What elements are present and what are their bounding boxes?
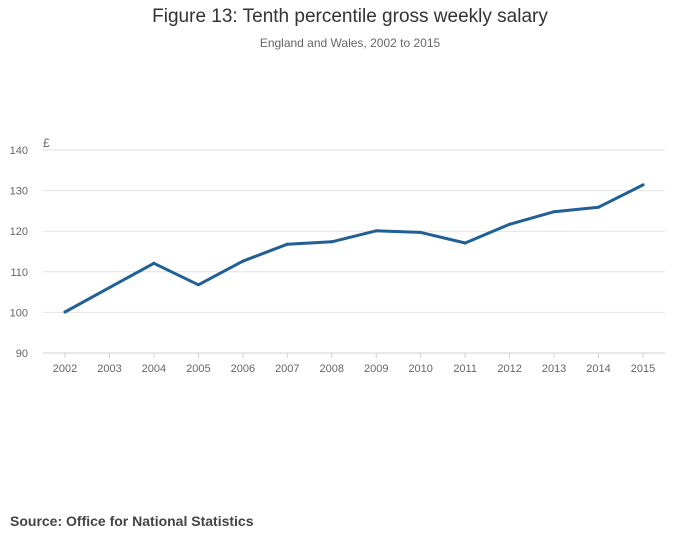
data-point — [152, 261, 156, 265]
data-point — [330, 240, 334, 244]
x-tick-label: 2007 — [275, 363, 299, 375]
data-point — [508, 222, 512, 226]
x-tick-label: 2014 — [586, 363, 610, 375]
chart-subtitle: England and Wales, 2002 to 2015 — [259, 36, 441, 50]
data-point — [552, 210, 556, 214]
x-tick-label: 2012 — [497, 363, 521, 375]
data-point — [419, 230, 423, 234]
data-point — [285, 242, 289, 246]
x-tick-label: 2015 — [631, 363, 655, 375]
y-tick-label: 110 — [10, 267, 28, 279]
data-point — [63, 310, 67, 314]
data-point — [107, 286, 111, 290]
data-point — [463, 241, 467, 245]
x-tick-label: 2009 — [364, 363, 388, 375]
x-tick-label: 2006 — [231, 363, 255, 375]
y-tick-label: 120 — [10, 226, 28, 238]
y-tick-label: 100 — [10, 307, 28, 319]
data-point — [241, 259, 245, 263]
series-line — [63, 183, 645, 314]
x-tick-label: 2008 — [320, 363, 344, 375]
data-point — [641, 183, 645, 187]
y-tick-label: 90 — [16, 348, 28, 360]
source-note: Source: Office for National Statistics — [10, 513, 254, 529]
x-tick-label: 2002 — [53, 363, 77, 375]
y-axis-label: £ — [43, 136, 50, 150]
y-tick-label: 140 — [10, 145, 28, 157]
x-tick-label: 2003 — [97, 363, 121, 375]
x-tick-label: 2013 — [542, 363, 566, 375]
chart-title: Figure 13: Tenth percentile gross weekly… — [152, 6, 548, 27]
x-tick-label: 2004 — [142, 363, 166, 375]
y-tick-label: 130 — [10, 186, 28, 198]
data-point — [597, 205, 601, 209]
x-tick-label: 2005 — [186, 363, 210, 375]
data-point — [374, 229, 378, 233]
data-point — [196, 283, 200, 287]
x-tick-label: 2011 — [453, 363, 477, 375]
x-tick-label: 2010 — [408, 363, 432, 375]
